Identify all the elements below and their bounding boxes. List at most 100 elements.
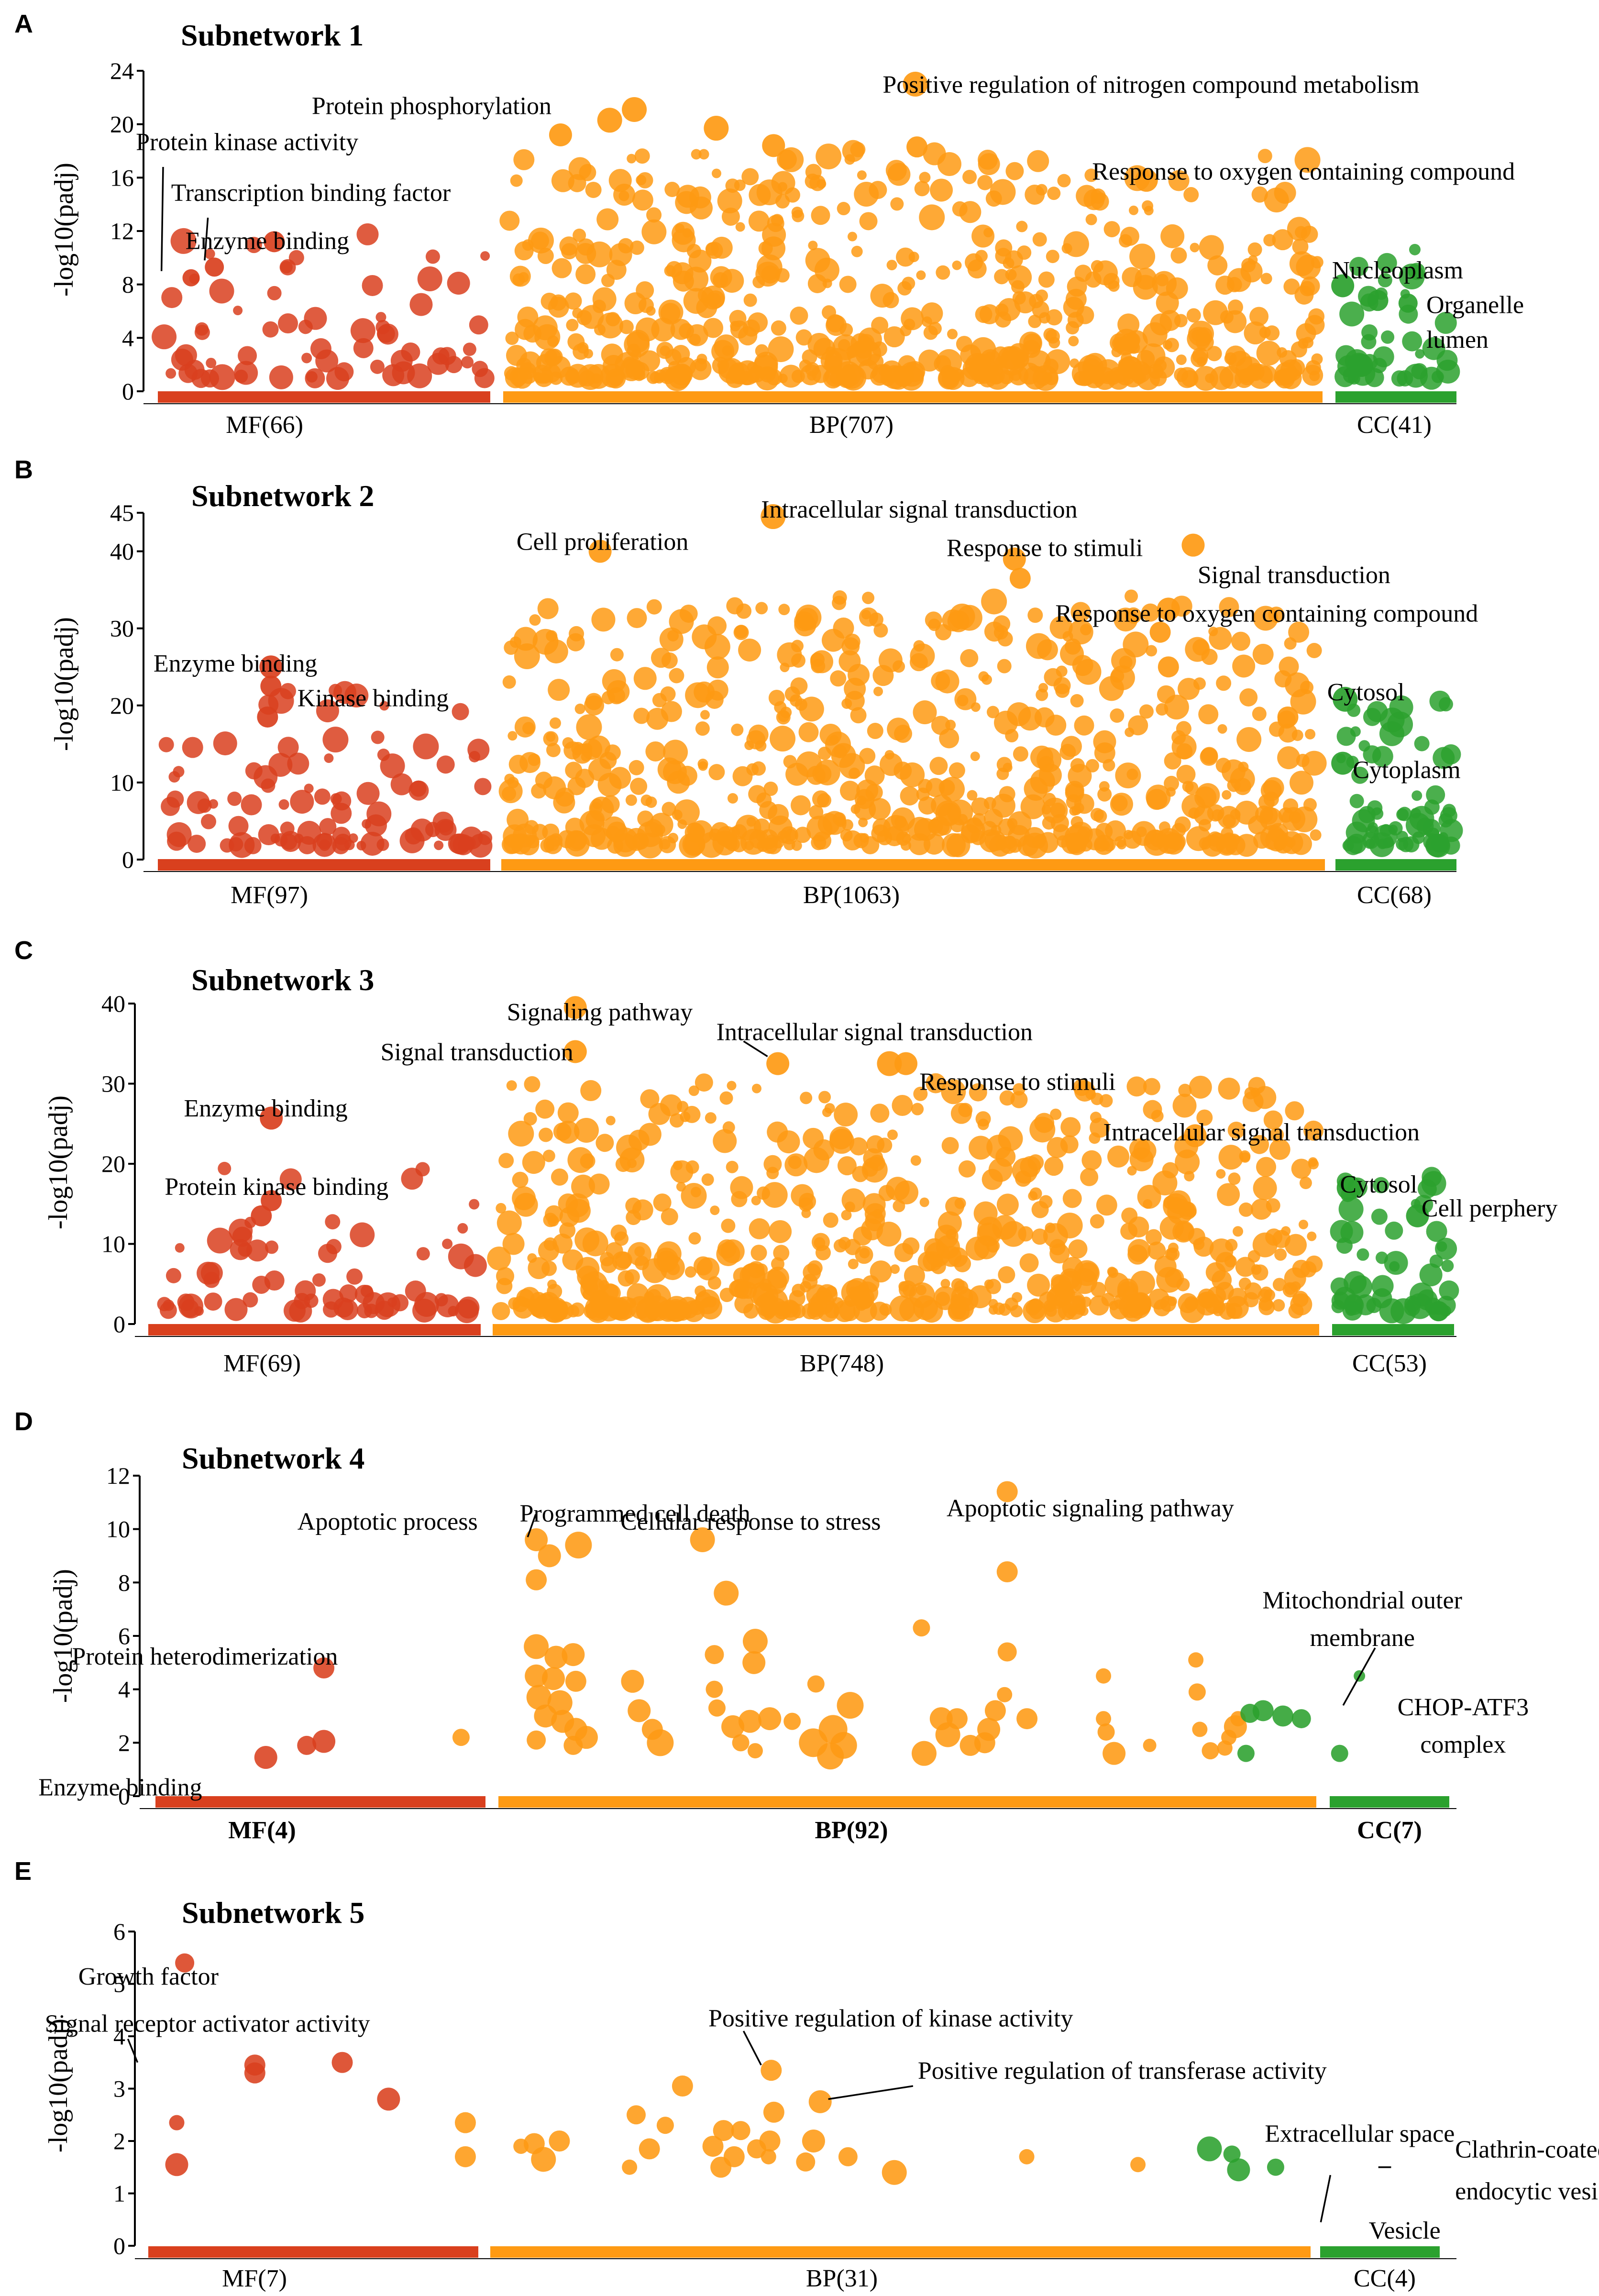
data-point [415,1162,430,1177]
data-point [1420,366,1443,390]
panel-letter: C [14,936,33,965]
data-point [999,786,1015,803]
data-point [1223,2145,1241,2163]
data-point [498,1153,514,1169]
data-point [759,2130,781,2152]
data-point [1103,221,1120,238]
panel-title: Subnetwork 5 [182,1896,364,1930]
data-point [810,652,825,667]
data-point [1379,1298,1404,1324]
data-point [718,358,739,379]
data-point [1272,1705,1294,1727]
data-point [767,1121,788,1143]
data-point [970,353,996,380]
annotation-label: Apoptotic process [298,1508,478,1535]
data-point [1176,743,1193,760]
data-point [704,634,730,660]
data-point [919,172,931,184]
data-point [941,1137,959,1154]
data-point [1417,1179,1437,1199]
y-tick-label: 16 [110,164,134,191]
data-point [257,706,278,728]
data-point [783,1712,801,1730]
data-point [978,149,998,170]
data-point [1339,301,1365,327]
data-point [758,1707,782,1731]
data-point [1207,255,1228,276]
data-point [298,320,313,334]
data-point [1238,368,1256,386]
data-point [1365,368,1384,387]
data-point [986,1239,1000,1253]
data-point [651,318,675,342]
data-point [1025,184,1045,205]
data-point [1415,349,1425,359]
data-point [794,698,807,711]
data-point [901,307,924,331]
data-point [1117,313,1140,336]
data-point [970,702,981,712]
data-point [1340,1221,1364,1244]
data-point [601,691,615,705]
annotation-label: Protein kinase binding [165,1173,388,1201]
y-axis-label: -log10(padj) [44,2019,73,2152]
data-point [535,1293,556,1315]
data-point [1178,1201,1197,1220]
data-point [1168,170,1190,191]
data-point [313,1657,335,1678]
data-point [1196,356,1206,366]
data-point [795,329,812,346]
data-point [717,1239,737,1258]
data-point [1181,533,1205,557]
data-point [792,210,805,222]
data-point [542,1149,555,1162]
data-point [629,240,644,255]
data-point [899,365,924,391]
data-point [324,753,334,763]
data-point [1429,1301,1449,1322]
data-point [1201,649,1218,665]
data-point [925,611,942,629]
data-point [331,2052,353,2073]
data-point [1310,829,1322,841]
data-point [1190,243,1200,253]
data-point [1149,621,1171,643]
y-tick-label: 20 [110,111,134,138]
data-point [1406,1204,1429,1227]
data-point [1355,1294,1376,1315]
data-point [1291,1709,1311,1729]
data-point [1013,1083,1026,1096]
data-point [270,833,280,843]
data-point [997,1642,1017,1662]
data-point [1007,818,1018,829]
data-point [755,344,769,358]
data-point [261,1190,282,1212]
data-point [846,345,859,358]
data-point [719,1091,733,1105]
data-point [595,1306,606,1316]
data-point [802,2130,825,2152]
data-point [590,802,603,815]
data-point [1084,168,1098,182]
data-point [950,1103,972,1124]
data-point [869,181,887,199]
data-point [871,364,891,384]
data-point [565,1532,592,1559]
data-point [523,1112,537,1126]
data-point [546,742,561,757]
data-point [1000,1221,1026,1247]
data-point [1093,730,1116,753]
data-point [512,1171,529,1188]
category-label-cc: CC(53) [1352,1350,1427,1377]
data-point [1433,747,1455,769]
data-point [1209,366,1234,390]
data-point [996,1481,1018,1502]
data-point [1055,684,1070,698]
data-point [1167,1296,1177,1306]
data-point [454,1299,479,1324]
data-point [954,688,977,710]
data-point [527,1730,546,1750]
data-point [952,260,962,270]
y-axis-label: -log10(padj) [44,1095,73,1229]
data-point [1038,1292,1057,1310]
